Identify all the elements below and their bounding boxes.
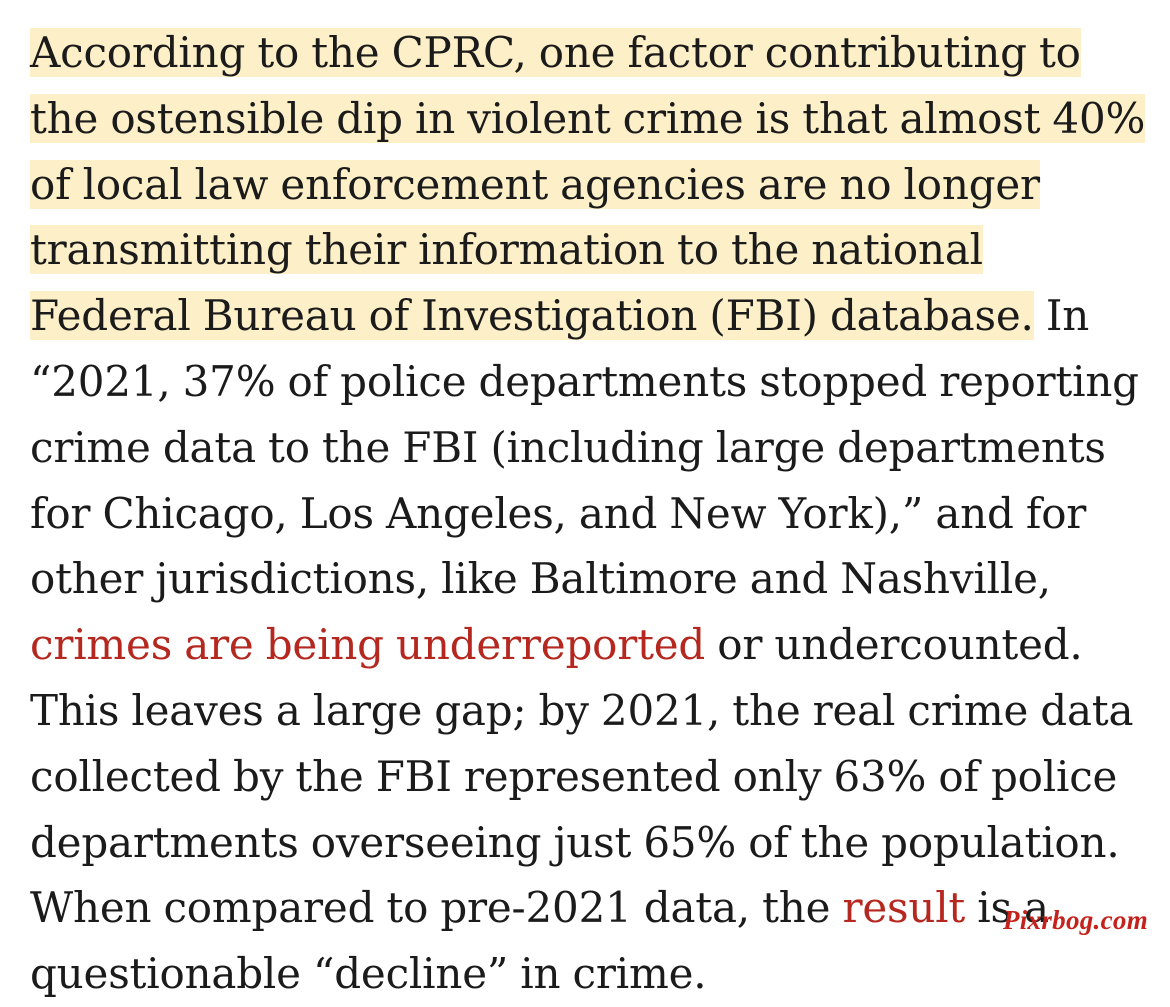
paragraph-text-1: In “2021, 37% of police departments stop… — [30, 291, 1139, 604]
result-link[interactable]: result — [842, 883, 966, 933]
watermark-logo: Pixrbog.com — [1002, 905, 1148, 935]
highlighted-passage[interactable]: According to the CPRC, one factor contri… — [30, 28, 1146, 341]
article-paragraph: According to the CPRC, one factor contri… — [30, 20, 1150, 1007]
paragraph-text-2: or undercounted. This leaves a large gap… — [30, 620, 1134, 933]
underreported-link[interactable]: crimes are being underreported — [30, 620, 706, 670]
